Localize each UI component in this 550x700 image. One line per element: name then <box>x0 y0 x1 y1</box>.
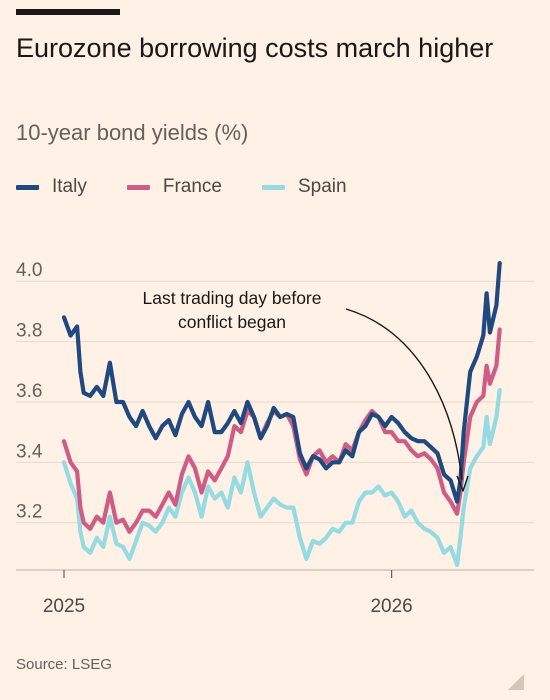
source-note: Source: LSEG <box>16 656 112 673</box>
legend-swatch-spain <box>262 184 285 190</box>
legend-label-spain: Spain <box>298 176 347 197</box>
series-line-france <box>61 327 502 534</box>
annotation-leader-line <box>345 308 463 481</box>
chart-title: Eurozone borrowing costs march higher <box>16 33 494 63</box>
annotation-text-line-2: conflict began <box>178 312 286 332</box>
legend-label-france: France <box>162 176 222 197</box>
corner-fold-icon <box>508 674 524 690</box>
x-tick-label: 2025 <box>43 596 85 617</box>
series-line-spain <box>61 387 502 568</box>
y-tick-label: 3.2 <box>16 502 42 523</box>
legend-item-italy: Italy <box>16 176 87 198</box>
y-tick-label: 4.0 <box>16 260 42 281</box>
series-line-italy <box>61 261 502 504</box>
y-tick-label: 3.8 <box>16 321 42 342</box>
legend-item-spain: Spain <box>262 176 347 198</box>
annotation-arrow-icon <box>456 475 469 492</box>
legend-item-france: France <box>126 176 222 198</box>
legend: Italy France Spain <box>16 176 387 198</box>
annotation-text-line-1: Last trading day before <box>142 288 321 308</box>
brand-bar <box>16 9 120 15</box>
x-tick-label: 2026 <box>370 596 412 617</box>
legend-swatch-france <box>126 184 150 190</box>
line-chart: 4.0 3.8 3.6 3.4 3.2 2025 2026 Last trading day … <box>16 260 534 617</box>
y-tick-label: 3.6 <box>16 381 42 402</box>
legend-label-italy: Italy <box>52 176 87 197</box>
legend-swatch-italy <box>16 184 39 190</box>
y-tick-label: 3.4 <box>16 441 43 462</box>
chart-subtitle: 10-year bond yields (%) <box>16 120 249 145</box>
